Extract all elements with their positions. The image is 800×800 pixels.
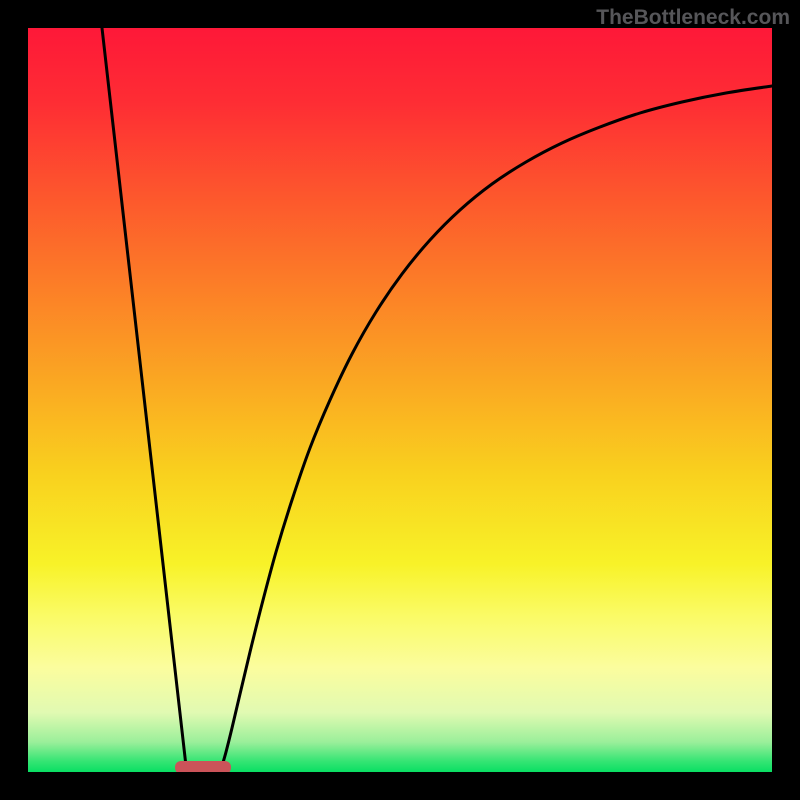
watermark-text: TheBottleneck.com <box>596 6 790 30</box>
chart-svg <box>0 0 800 800</box>
chart-container: TheBottleneck.com <box>0 0 800 800</box>
chart-gradient-bg <box>28 28 772 772</box>
